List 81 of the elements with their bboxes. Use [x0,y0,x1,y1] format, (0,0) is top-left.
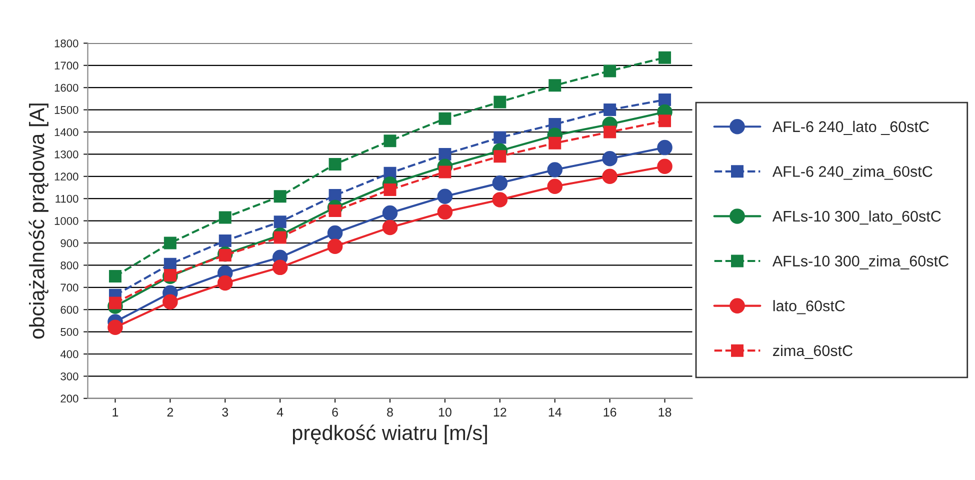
legend-label: AFLs-10 300_lato_60stC [772,210,941,225]
point [272,260,288,276]
point [604,64,616,78]
y-tick-label: 700 [60,284,78,292]
point [328,204,342,218]
point [437,188,453,204]
legend-label: AFLs-10 300_zima_60stC [772,255,948,270]
legend-label: AFL-6 240_lato _60stC [772,120,929,135]
x-tick-label: 3 [222,408,228,417]
y-tick-label: 1200 [54,172,78,181]
point [327,238,343,254]
point [548,136,562,150]
x-tick-label: 14 [548,408,562,416]
point [274,231,286,244]
point [218,234,232,248]
y-tick-label: 1400 [54,128,78,136]
point [492,192,508,208]
point [658,51,672,64]
point [217,275,233,291]
y-tick-label: 500 [60,328,78,336]
point [274,190,286,203]
point [437,204,453,220]
legend-label: AFL-6 240_zima_60stC [772,166,932,180]
x-tick-label: 8 [387,408,393,417]
x-tick-label: 10 [438,408,452,417]
point [164,236,176,250]
x-axis-title: prędkość wiatru [m/s] [292,424,487,444]
y-axis-title: obciążalność prądowa [A] [28,104,48,339]
point [492,175,508,191]
point [604,104,616,116]
point [438,112,452,125]
point [382,205,398,221]
y-tick-label: 1500 [54,106,78,114]
y-tick-label: 900 [60,239,78,248]
y-tick-label: 800 [60,261,78,270]
y-tick-label: 1600 [54,84,78,92]
x-tick-label: 12 [494,408,506,416]
point [438,166,452,178]
point [108,320,123,335]
point [548,79,562,92]
x-tick-label: 2 [167,408,174,416]
legend-label: lato_60stC [773,300,845,314]
point [384,134,396,148]
point [658,94,672,106]
point [494,96,506,108]
x-tick-label: 4 [276,408,284,416]
point [602,151,618,166]
legend-label: zima_60stC [773,344,852,359]
point [438,148,452,160]
y-tick-label: 1700 [54,62,78,70]
y-tick-label: 1300 [54,150,78,158]
point [327,225,343,241]
point [494,150,506,163]
y-tick-label: 1100 [56,194,78,203]
point [604,126,616,138]
x-tick-label: 1 [112,408,118,416]
y-tick-label: 600 [60,306,78,314]
point [162,294,178,310]
point [328,158,342,170]
point [658,114,672,128]
y-tick-label: 200 [60,394,78,403]
y-tick-label: 1800 [54,39,78,48]
point [328,189,342,202]
point [547,162,563,178]
point [218,211,232,224]
point [274,216,286,228]
point [384,183,396,196]
point [547,178,563,194]
point [494,131,506,144]
point [108,270,122,283]
y-tick-label: 300 [60,372,78,380]
point [108,296,122,310]
y-tick-label: 400 [60,350,78,358]
point [657,140,672,156]
x-tick-label: 6 [332,408,338,417]
x-tick-label: 18 [658,408,672,417]
y-tick-label: 1000 [54,217,78,225]
x-tick-label: 16 [604,408,616,417]
point [382,220,398,236]
point [657,158,672,174]
point [602,168,618,184]
